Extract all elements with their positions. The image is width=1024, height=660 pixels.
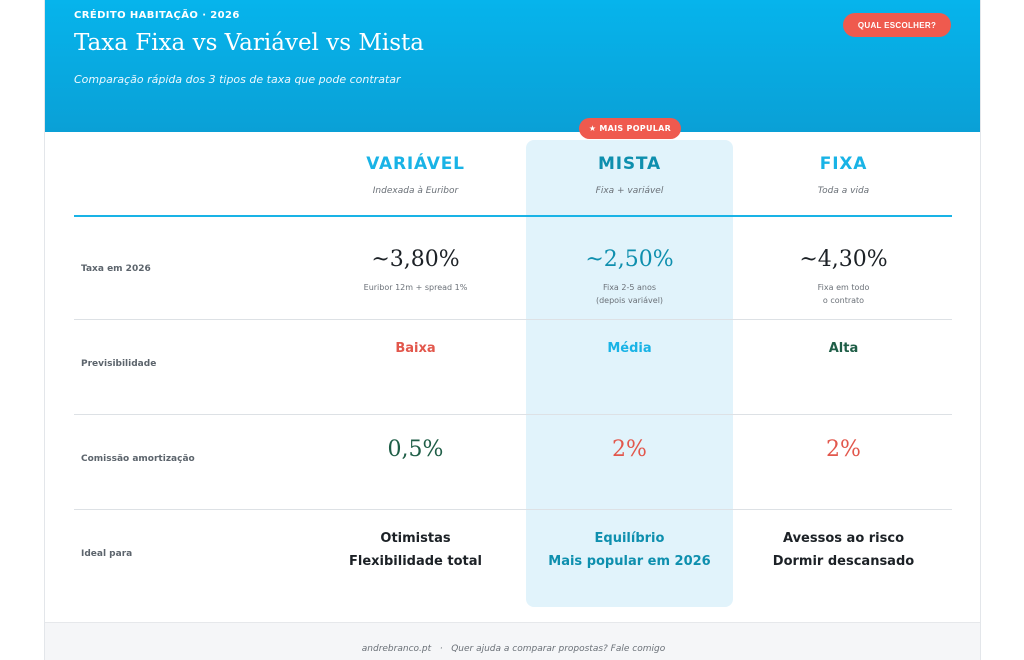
fee-value-variavel: 0,5% — [387, 437, 444, 462]
footer-text: andrebranco.pt · Quer ajuda a comparar p… — [45, 644, 980, 654]
ideal-fixa: Avessos ao risco Dormir descansado — [740, 527, 947, 573]
footer-contact-link[interactable]: Quer ajuda a comparar propostas? Fale co… — [451, 644, 666, 654]
rate-note-line: Fixa em todo — [817, 283, 870, 292]
column-title-mista: MISTA — [598, 154, 661, 174]
column-title-fixa: FIXA — [819, 154, 868, 174]
footer-separator: · — [439, 644, 443, 654]
column-desc-fixa: Toda a vida — [817, 186, 870, 196]
row-label-predictability: Previsibilidade — [81, 359, 157, 369]
fee-value-mista: 2% — [612, 437, 647, 462]
which-to-choose-button[interactable]: QUAL ESCOLHER? — [843, 13, 951, 37]
ideal-mista: Equilíbrio Mais popular em 2026 — [526, 527, 733, 573]
fee-value-fixa: 2% — [826, 437, 861, 462]
page-title: Taxa Fixa vs Variável vs Mista — [74, 30, 424, 56]
eyebrow: CRÉDITO HABITAÇÃO · 2026 — [74, 10, 240, 21]
ideal-variavel: Otimistas Flexibilidade total — [312, 527, 519, 573]
column-title-variavel: VARIÁVEL — [366, 154, 465, 174]
row-divider — [74, 414, 952, 415]
column-desc-variavel: Indexada à Euribor — [372, 186, 459, 196]
rate-note-line: (depois variável) — [595, 296, 664, 305]
row-label-rate: Taxa em 2026 — [81, 264, 151, 274]
rate-value-fixa: ~4,30% — [799, 247, 888, 272]
predictability-mista: Média — [607, 341, 652, 356]
star-icon: ★ — [588, 124, 597, 133]
header-banner: CRÉDITO HABITAÇÃO · 2026 Taxa Fixa vs Va… — [45, 0, 980, 132]
mista-highlight-column — [526, 140, 733, 607]
ideal-line: Otimistas — [380, 531, 451, 546]
header-divider — [74, 215, 952, 217]
predictability-fixa: Alta — [828, 341, 859, 356]
row-divider — [74, 509, 952, 510]
comparison-card: CRÉDITO HABITAÇÃO · 2026 Taxa Fixa vs Va… — [44, 0, 981, 660]
rate-note-fixa: Fixa em todo o contrato — [740, 281, 947, 307]
predictability-variavel: Baixa — [395, 341, 436, 356]
column-desc-mista: Fixa + variável — [595, 186, 664, 196]
ideal-line: Equilíbrio — [594, 531, 665, 546]
rate-note-line: Fixa 2-5 anos — [602, 283, 657, 292]
rate-note-variavel: Euribor 12m + spread 1% — [312, 281, 519, 294]
row-divider — [74, 319, 952, 320]
most-popular-label: MAIS POPULAR — [599, 124, 672, 133]
rate-value-variavel: ~3,80% — [371, 247, 460, 272]
footer: andrebranco.pt · Quer ajuda a comparar p… — [45, 622, 980, 660]
ideal-line: Dormir descansado — [772, 554, 915, 569]
most-popular-badge: ★ MAIS POPULAR — [579, 118, 681, 139]
ideal-line: Mais popular em 2026 — [548, 554, 711, 569]
rate-note-mista: Fixa 2-5 anos (depois variável) — [526, 281, 733, 307]
page-subtitle: Comparação rápida dos 3 tipos de taxa qu… — [74, 73, 401, 86]
rate-value-mista: ~2,50% — [585, 247, 674, 272]
ideal-line: Avessos ao risco — [782, 531, 905, 546]
footer-site-link[interactable]: andrebranco.pt — [361, 644, 432, 654]
row-label-fee: Comissão amortização — [81, 454, 195, 464]
row-label-ideal: Ideal para — [81, 549, 133, 559]
rate-note-line: Euribor 12m + spread 1% — [363, 283, 468, 292]
ideal-line: Flexibilidade total — [349, 554, 482, 569]
rate-note-line: o contrato — [822, 296, 865, 305]
